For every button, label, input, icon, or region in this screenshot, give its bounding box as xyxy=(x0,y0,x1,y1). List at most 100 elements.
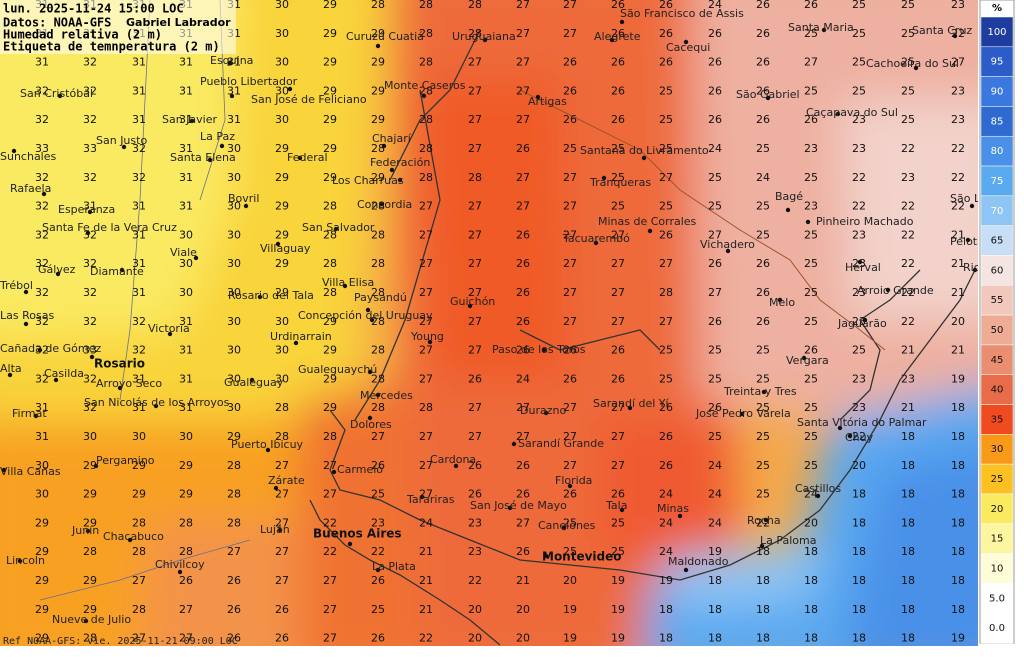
temperature: 32 xyxy=(83,113,97,126)
temperature: 32 xyxy=(35,372,49,385)
temperature: 26 xyxy=(756,56,770,69)
city-name: San José de Feliciano xyxy=(251,93,367,106)
temperature: 29 xyxy=(35,545,49,558)
legend-label: 85 xyxy=(991,116,1004,127)
temperature: 27 xyxy=(468,113,482,126)
temperature: 25 xyxy=(804,27,818,40)
temperature: 24 xyxy=(659,516,673,529)
temperature: 26 xyxy=(756,315,770,328)
temperature: 27 xyxy=(611,459,625,472)
temperature: 22 xyxy=(901,142,915,155)
temperature: 27 xyxy=(179,603,193,616)
temperature: 30 xyxy=(227,315,241,328)
city-name: Villa Cañas xyxy=(0,465,61,478)
temperature: 28 xyxy=(419,113,433,126)
temperature: 27 xyxy=(563,228,577,241)
temperature: 28 xyxy=(419,56,433,69)
temperature: 26 xyxy=(275,603,289,616)
temperature: 22 xyxy=(901,257,915,270)
city-name: Sarandí Grande xyxy=(518,437,604,450)
legend-label: 10 xyxy=(991,563,1004,574)
temperature: 27 xyxy=(563,401,577,414)
city-dot xyxy=(482,37,488,43)
temperature: 25 xyxy=(611,545,625,558)
city-dot xyxy=(913,65,919,71)
city-dot xyxy=(969,203,975,209)
city-name: Monte Caseros xyxy=(384,79,466,92)
temperature: 28 xyxy=(371,0,385,11)
temperature: 28 xyxy=(179,545,193,558)
temperature: 27 xyxy=(708,286,722,299)
temperature: 18 xyxy=(951,430,965,443)
city-name: Santana do Livramento xyxy=(580,144,709,157)
city-name: Sunchales xyxy=(0,150,57,163)
temperature: 23 xyxy=(901,171,915,184)
city-name: São Francisco de Assis xyxy=(620,7,744,20)
city-dot xyxy=(367,415,373,421)
city-dot xyxy=(277,527,283,533)
city-name: Florida xyxy=(555,474,592,487)
city-name: Junín xyxy=(71,524,99,537)
temperature: 31 xyxy=(179,315,193,328)
temperature: 29 xyxy=(35,603,49,616)
city-dot xyxy=(677,513,683,519)
temperature: 32 xyxy=(83,56,97,69)
temperature: 25 xyxy=(371,488,385,501)
temperature: 25 xyxy=(756,372,770,385)
temperature: 26 xyxy=(275,632,289,645)
temperature: 19 xyxy=(951,632,965,645)
temperature: 18 xyxy=(804,603,818,616)
city-name: José Pedro Varela xyxy=(695,407,791,420)
temperature: 27 xyxy=(468,430,482,443)
temperature: 27 xyxy=(419,430,433,443)
temperature: 26 xyxy=(708,84,722,97)
temperature: 25 xyxy=(756,488,770,501)
temperature: 30 xyxy=(275,56,289,69)
temperature: 18 xyxy=(659,632,673,645)
temperature: 25 xyxy=(611,516,625,529)
temperature: 32 xyxy=(83,401,97,414)
temperature: 26 xyxy=(659,27,673,40)
legend-label: 80 xyxy=(991,146,1004,157)
temperature: 29 xyxy=(35,516,49,529)
city-name: Pergamino xyxy=(96,454,155,467)
city-dot xyxy=(567,483,573,489)
city-dot xyxy=(121,144,127,150)
temperature: 18 xyxy=(951,401,965,414)
temperature: 26 xyxy=(611,56,625,69)
temperature: 24 xyxy=(659,545,673,558)
temperature: 20 xyxy=(804,516,818,529)
city-name: La Plata xyxy=(372,560,416,573)
temperature: 27 xyxy=(323,632,337,645)
legend-unit: % xyxy=(992,3,1002,14)
city-name: Santa Cruz xyxy=(912,24,972,37)
city-dot xyxy=(293,340,299,346)
city-name: Pueblo Libertador xyxy=(200,75,298,88)
temperature: 22 xyxy=(323,516,337,529)
city-name: Trébol xyxy=(0,279,33,292)
city-dot xyxy=(725,248,731,254)
temperature: 31 xyxy=(132,200,146,213)
temperature: 18 xyxy=(804,574,818,587)
city-name: Santa Vitória do Palmar xyxy=(797,416,927,429)
temperature: 29 xyxy=(275,171,289,184)
city-name: Artigas xyxy=(528,95,567,108)
city-name: Cañada de Gómez xyxy=(0,342,101,355)
city-dot xyxy=(619,507,625,513)
temperature: 32 xyxy=(83,171,97,184)
temperature: 22 xyxy=(371,545,385,558)
temperature: 28 xyxy=(468,0,482,11)
city-dot xyxy=(273,485,279,491)
temperature: 25 xyxy=(708,430,722,443)
temperature: 25 xyxy=(563,516,577,529)
city-dot xyxy=(333,226,339,232)
temperature: 18 xyxy=(852,488,866,501)
temperature: 27 xyxy=(516,200,530,213)
legend-swatch xyxy=(980,285,1014,316)
temperature: 26 xyxy=(611,372,625,385)
legend-label: 50 xyxy=(991,325,1004,336)
temperature: 25 xyxy=(804,171,818,184)
temperature: 26 xyxy=(563,372,577,385)
temperature: 27 xyxy=(179,632,193,645)
city-dot xyxy=(862,317,868,323)
